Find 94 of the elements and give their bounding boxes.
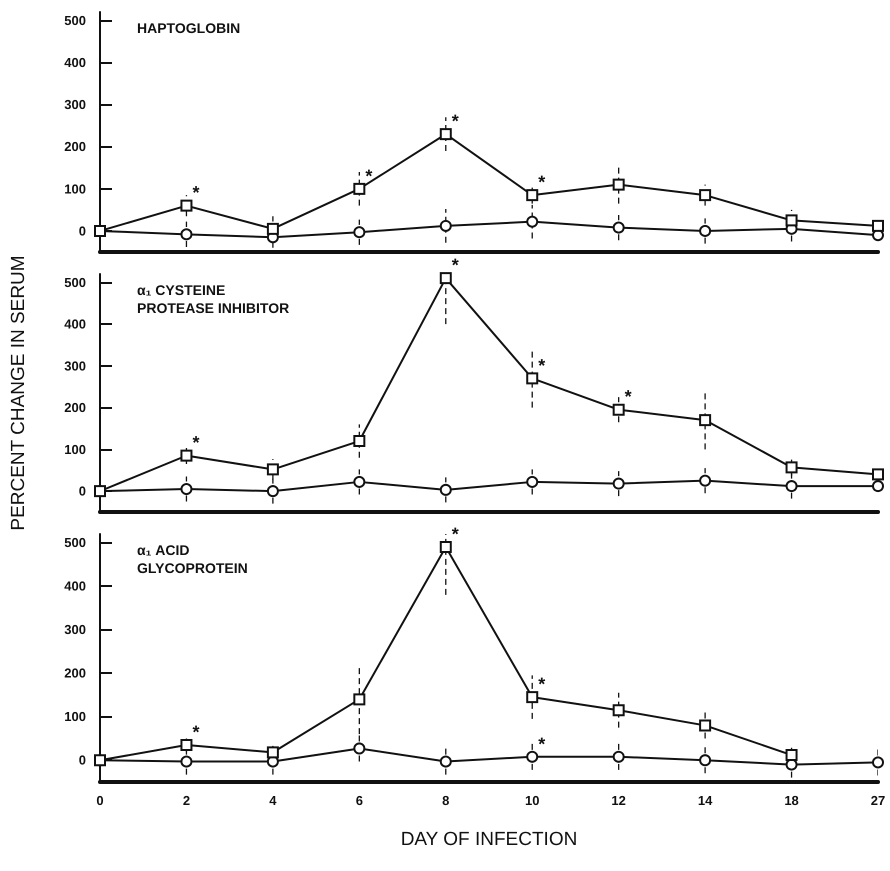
point [786,461,798,474]
point [180,200,192,212]
point [266,485,279,498]
point [180,228,192,240]
y-tick-label: 500 [64,274,86,290]
point [612,178,625,191]
annotation: * [538,355,546,376]
x-tick-label: 8 [442,793,450,808]
point [266,463,279,476]
point [353,742,366,754]
point [786,214,798,226]
y-tick-label: 0 [78,484,86,499]
point [526,691,538,704]
annotation: * [452,255,459,276]
y-tick-label: 0 [78,223,86,238]
point [440,272,452,284]
point [612,404,625,416]
annotation: * [192,432,200,453]
text: HAPTOGLOBIN [137,20,240,36]
point [180,450,192,462]
x-tick-label: 10 [524,793,540,808]
point [699,754,712,766]
annotation: * [365,166,372,186]
y-tick-label: 300 [64,97,86,112]
x-tick-label: 27 [870,793,886,808]
point [612,478,625,490]
annotation: * [538,172,546,192]
x-tick-label: 6 [356,793,363,808]
x-tick-label: 12 [611,793,626,808]
point [872,220,884,232]
point [440,220,452,232]
y-tick-label: 100 [64,709,86,724]
point [699,414,712,426]
point [526,189,538,202]
point [440,128,452,140]
point [612,222,625,234]
x-tick-label: 14 [698,793,714,808]
point [526,476,538,488]
x-tick-label: 4 [269,793,278,808]
annotation: * [192,722,200,742]
y-tick-label: 400 [64,578,86,594]
point [526,216,538,228]
point [353,476,366,488]
y-tick-label: 200 [64,666,86,681]
x-axis-title: DAY OF INFECTION [400,829,578,850]
point [266,222,279,235]
point [699,189,712,202]
y-tick-label: 500 [64,12,86,28]
point [440,756,452,768]
y-tick-label: 500 [64,535,86,550]
annotation: * [452,111,459,132]
point [180,483,192,496]
point [94,485,106,498]
point [872,756,884,768]
point [872,468,884,480]
point [440,484,452,496]
y-tick-label: 300 [64,358,86,374]
annotation: * [192,182,200,203]
x-tick-label: 2 [182,793,190,808]
y-axis-title: PERCENT CHANGE IN SERUM [8,255,29,531]
annotation: * [538,734,546,754]
text: α₁ CYSTEINE PROTEASE INHIBITOR [137,282,290,316]
y-tick-label: 100 [64,442,86,457]
point [526,750,538,763]
y-tick-label: 100 [64,181,86,196]
point [872,480,884,492]
y-tick-label: 300 [64,622,86,638]
point [612,704,625,716]
point [699,719,712,732]
annotation: * [538,674,546,694]
text: α₁ ACID GLYCOPROTEIN [137,542,248,576]
y-tick-label: 0 [78,752,86,768]
y-tick-label: 200 [64,400,86,416]
point [94,224,106,237]
y-tick-label: 400 [64,316,86,332]
point [353,435,366,448]
point [94,754,106,766]
x-tick-label: 0 [96,793,104,808]
point [699,474,712,487]
y-tick-label: 400 [64,55,86,70]
point [786,480,798,492]
point [353,182,366,195]
point [526,372,538,384]
point [612,750,625,763]
point [353,226,366,238]
point [180,756,192,768]
annotation: * [624,386,632,407]
point [440,541,452,554]
point [699,224,712,237]
point [786,749,798,762]
x-tick-label: 18 [784,793,799,808]
annotation: * [452,524,459,544]
point [353,693,366,706]
y-tick-label: 200 [64,139,86,154]
